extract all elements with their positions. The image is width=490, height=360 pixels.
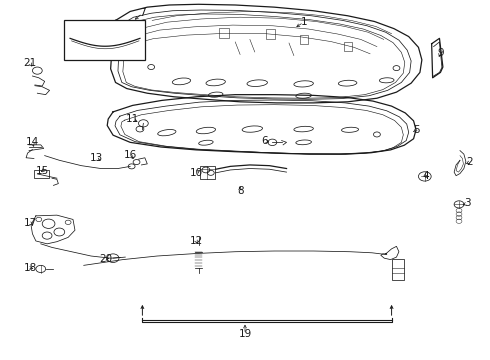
- Bar: [219, 28, 229, 39]
- Text: 3: 3: [464, 198, 470, 208]
- Text: 9: 9: [437, 48, 444, 58]
- Text: 15: 15: [36, 166, 49, 176]
- Text: 1: 1: [300, 17, 307, 27]
- Text: 6: 6: [261, 136, 268, 145]
- Text: 8: 8: [237, 186, 244, 196]
- Text: 19: 19: [238, 329, 252, 339]
- Text: 2: 2: [466, 157, 473, 167]
- Text: 10: 10: [190, 168, 203, 178]
- Text: 21: 21: [24, 58, 37, 68]
- Text: 5: 5: [413, 125, 419, 135]
- Text: 13: 13: [89, 153, 102, 163]
- Bar: [34, 170, 49, 178]
- Text: 20: 20: [99, 254, 112, 264]
- Text: 12: 12: [190, 236, 203, 246]
- Text: 4: 4: [422, 171, 429, 181]
- Text: 17: 17: [24, 218, 37, 228]
- Text: 7: 7: [139, 8, 146, 18]
- Text: 16: 16: [123, 150, 137, 160]
- Bar: [392, 259, 404, 280]
- Bar: [343, 42, 351, 51]
- Bar: [300, 35, 308, 44]
- Polygon shape: [432, 39, 443, 78]
- Text: 11: 11: [126, 114, 139, 124]
- Bar: [64, 21, 145, 60]
- Text: 14: 14: [26, 138, 39, 147]
- Bar: [267, 30, 275, 40]
- Bar: [200, 166, 215, 179]
- Text: 18: 18: [24, 263, 37, 273]
